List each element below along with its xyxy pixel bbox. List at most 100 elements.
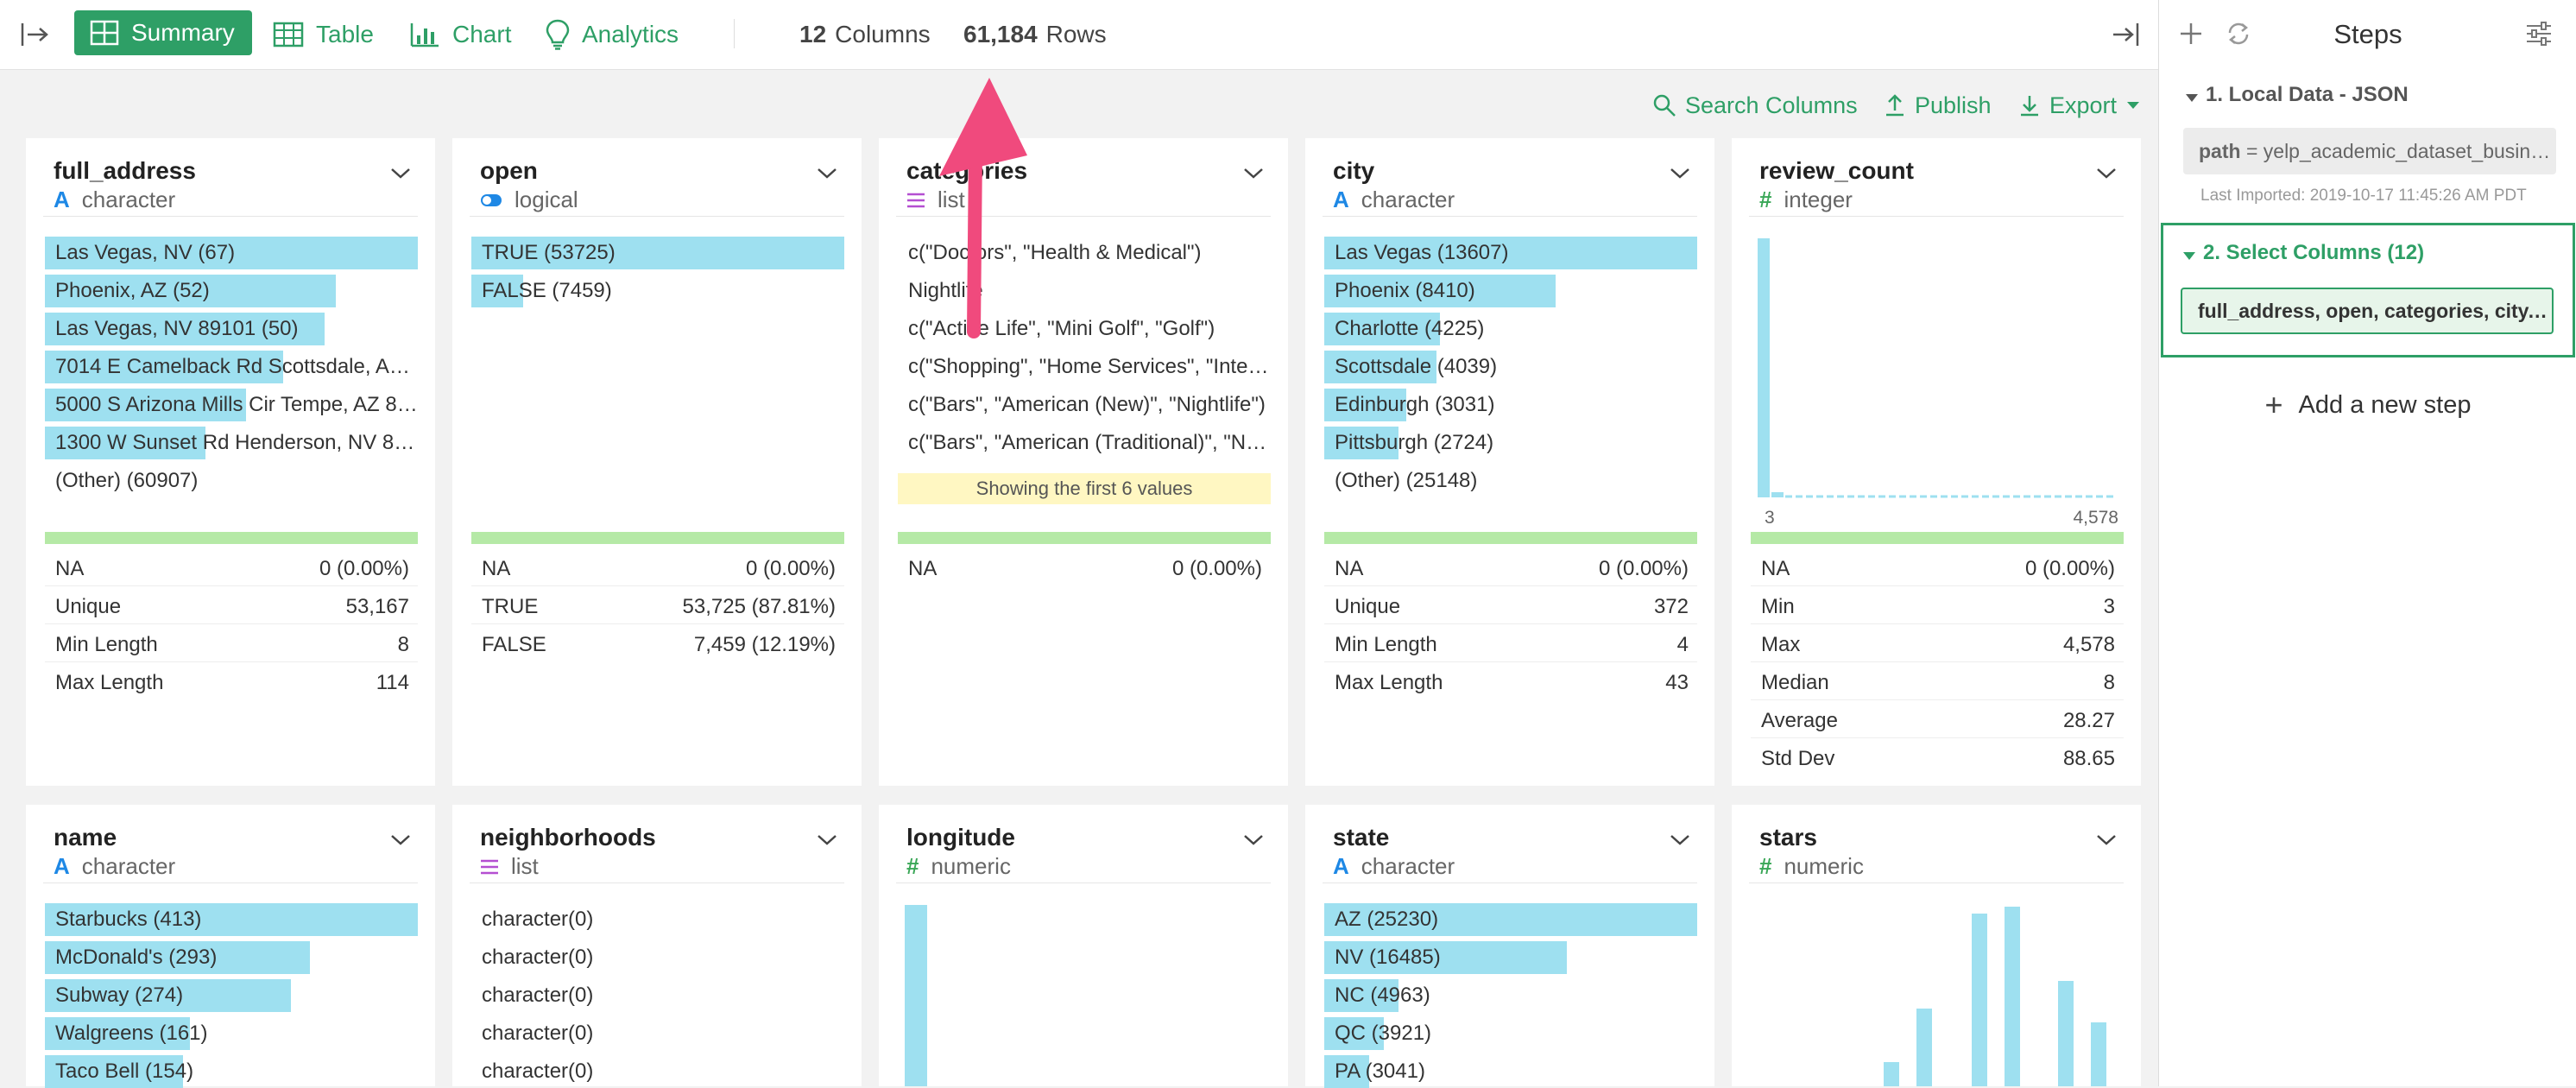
add-step-button[interactable]: + Add a new step [2159,387,2576,423]
value-bar [45,351,284,383]
chevron-down-icon[interactable] [1243,834,1264,851]
stat-key: Min Length [55,633,158,656]
chevron-down-icon[interactable] [1670,168,1690,184]
character-type-icon: A [1333,187,1349,212]
stars-histogram [1884,907,2106,1086]
value-row[interactable]: Las Vegas, NV (67) [45,237,418,269]
search-columns-button[interactable]: Search Columns [1652,83,1858,128]
chevron-down-icon[interactable] [817,834,837,851]
stat-row: Unique 372 [1324,591,1697,624]
columns-label: Columns [835,21,931,47]
download-icon [2021,96,2038,117]
step-1-detail[interactable]: path = yelp_academic_dataset_business.js… [2183,128,2556,174]
stat-key: Max Length [1335,671,1443,694]
value-label: FALSE (7459) [482,279,612,302]
histogram-bar [1916,1009,1932,1086]
column-type: A character [54,187,175,213]
value-row[interactable]: AZ (25230) [1324,903,1697,936]
refresh-icon[interactable] [2225,21,2252,47]
stat-key: Unique [1335,595,1401,618]
value-row[interactable]: Phoenix (8410) [1324,275,1697,307]
step-2-detail[interactable]: full_address, open, categories, city, re… [2181,288,2554,334]
value-row[interactable]: Starbucks (413) [45,903,418,936]
stat-value: 114 [376,671,409,694]
stat-value: 0 (0.00%) [2024,557,2115,580]
step-2-title[interactable]: 2. Select Columns (12) [2203,241,2425,264]
value-label: Subway (274) [55,984,184,1007]
value-row[interactable]: McDonald's (293) [45,941,418,974]
card-divider [1749,216,2124,217]
value-row[interactable]: 5000 S Arizona Mills Cir Tempe, AZ 85282… [45,389,418,421]
collapse-right-icon[interactable] [2110,0,2153,69]
plus-icon[interactable] [2178,21,2204,47]
chevron-down-icon[interactable] [1670,834,1690,851]
stat-value: 53,725 (87.81%) [682,595,836,618]
step-1-title[interactable]: 1. Local Data - JSON [2206,83,2409,106]
export-button[interactable]: Export [2018,83,2141,128]
annotation-arrow-icon [939,78,1027,338]
numeric-type-icon: # [1759,853,1772,879]
value-row[interactable]: Taco Bell (154) [45,1055,418,1088]
column-name: full_address [54,157,196,184]
value-row[interactable]: 7014 E Camelback Rd Scottsdale, AZ 85251… [45,351,418,383]
tab-chart[interactable]: Chart [409,0,511,69]
tab-chart-label: Chart [452,21,512,47]
value-row[interactable]: Scottsdale (4039) [1324,351,1697,383]
chevron-down-icon[interactable] [2096,834,2117,851]
value-row[interactable]: NV (16485) [1324,941,1697,974]
value-row[interactable]: Edinburgh (3031) [1324,389,1697,421]
column-card-categories: categories list c("Doctors", "Health & M… [879,138,1288,786]
review-count-histogram [1758,238,2113,498]
value-bar [45,237,418,269]
chevron-down-icon[interactable] [817,168,837,184]
value-row[interactable]: Subway (274) [45,979,418,1012]
value-bar [471,275,524,307]
caret-down-icon[interactable] [2185,93,2199,104]
value-row[interactable]: FALSE (7459) [471,275,844,307]
value-row[interactable]: Phoenix, AZ (52) [45,275,418,307]
value-row[interactable]: NC (4963) [1324,979,1697,1012]
value-label: Scottsdale (4039) [1335,355,1498,378]
tab-summary[interactable]: Summary [74,10,252,55]
stat-row: NA 0 (0.00%) [1751,553,2124,586]
caret-down-icon[interactable] [2182,251,2196,262]
column-type-label: list [938,187,965,212]
value-bar [1324,389,1407,421]
publish-button[interactable]: Publish [1884,83,1992,128]
tab-analytics[interactable]: Analytics [546,0,679,69]
column-name: neighborhoods [480,824,656,851]
value-row[interactable]: QC (3921) [1324,1017,1697,1050]
value-label: Phoenix, AZ (52) [55,279,210,302]
value-row[interactable]: Pittsburgh (2724) [1324,427,1697,459]
chevron-down-icon[interactable] [390,834,411,851]
column-name: open [480,157,538,184]
value-row[interactable]: Walgreens (161) [45,1017,418,1050]
value-row[interactable]: TRUE (53725) [471,237,844,269]
column-type-label: integer [1784,187,1853,212]
value-label: NV (16485) [1335,946,1441,969]
value-label: Starbucks (413) [55,908,202,931]
value-row[interactable]: Las Vegas, NV 89101 (50) [45,313,418,345]
chevron-down-icon[interactable] [390,168,411,184]
value-row[interactable]: PA (3041) [1324,1055,1697,1088]
step-2-selected[interactable]: 2. Select Columns (12) full_address, ope… [2161,223,2575,357]
toggle-icon [481,193,502,206]
chevron-down-icon[interactable] [2096,168,2117,184]
columns-number: 12 [799,21,827,47]
plus-icon: + [2264,387,2283,422]
column-name: stars [1759,824,1817,851]
other-values: (Other) (60907) [55,469,199,492]
value-label: Pittsburgh (2724) [1335,431,1494,454]
tab-table[interactable]: Table [273,0,374,69]
list-value: c("Shopping", "Home Services", "Internet… [908,355,1271,378]
value-row[interactable]: Charlotte (4225) [1324,313,1697,345]
value-row[interactable]: 1300 W Sunset Rd Henderson, NV 89014 (43… [45,427,418,459]
chevron-down-icon[interactable] [1243,168,1264,184]
collapse-left-icon[interactable] [19,0,62,69]
settings-sliders-icon[interactable] [2525,21,2553,47]
value-bar [471,237,844,269]
value-label: 5000 S Arizona Mills Cir Tempe, AZ 85282… [55,393,418,416]
stat-key: Median [1761,671,1829,694]
column-card-state: state A character AZ (25230) NV (16485) … [1305,805,1714,1088]
value-row[interactable]: Las Vegas (13607) [1324,237,1697,269]
